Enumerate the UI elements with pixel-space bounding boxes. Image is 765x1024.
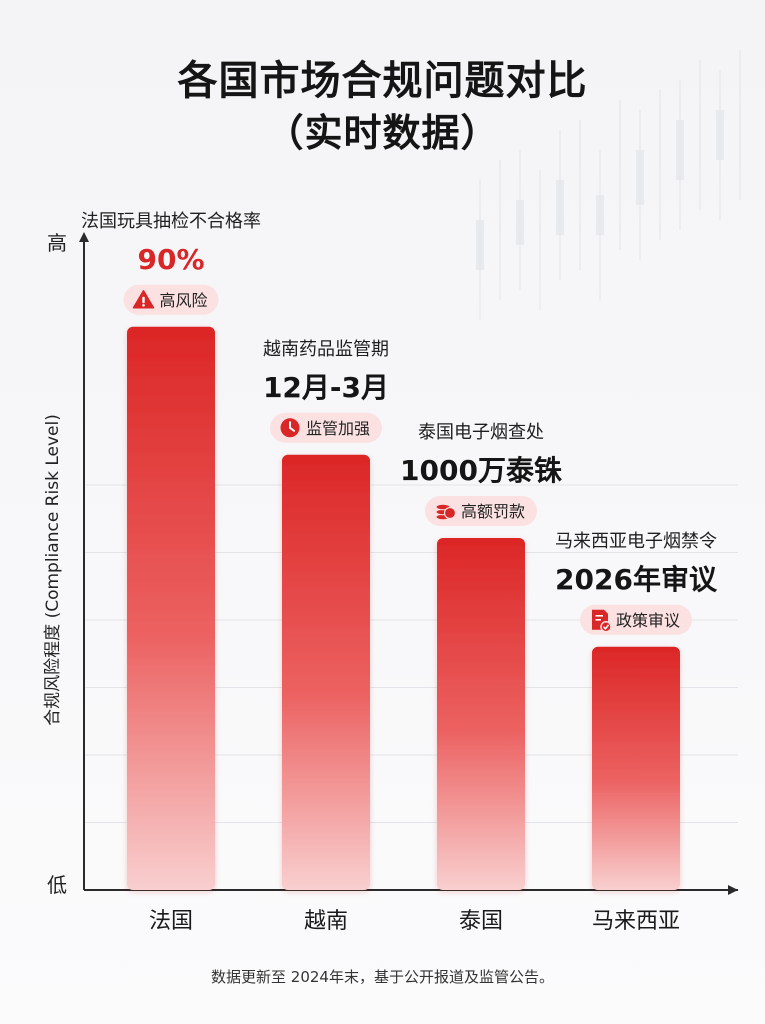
- y-axis-arrow: [79, 232, 89, 242]
- page-subtitle: （实时数据）: [265, 111, 500, 155]
- bar-thailand: [437, 538, 525, 890]
- annotation-value-vietnam: 12月-3月: [263, 371, 389, 404]
- x-tick-label-france: 法国: [149, 909, 193, 934]
- document-check-icon: [592, 609, 612, 633]
- annotation-value-france: 90%: [137, 243, 204, 276]
- badge-label-france: 高风险: [160, 291, 208, 310]
- badge-vietnam: [270, 412, 382, 443]
- badge-label-malaysia: 政策审议: [616, 611, 680, 630]
- x-axis-arrow: [728, 885, 738, 895]
- x-tick-label-vietnam: 越南: [304, 909, 348, 934]
- footer-note: 数据更新至 2024年末，基于公开报道及监管公告。: [211, 968, 554, 986]
- annotation-label-france: 法国玩具抽检不合格率: [81, 211, 261, 232]
- bar-vietnam: [282, 454, 370, 890]
- clock-icon: [280, 418, 300, 438]
- badge-label-vietnam: 监管加强: [306, 419, 370, 438]
- coins-icon: [435, 503, 457, 521]
- annotation-label-thailand: 泰国电子烟查处: [418, 422, 544, 443]
- badge-label-thailand: 高额罚款: [461, 502, 525, 521]
- annotation-value-malaysia: 2026年审议: [555, 563, 718, 596]
- badge-thailand: [425, 496, 537, 526]
- y-axis-label: 合规风险程度 (Compliance Risk Level): [43, 414, 63, 726]
- x-tick-label-thailand: 泰国: [459, 909, 503, 934]
- y-tick-low: 低: [47, 873, 67, 897]
- bar-france: [127, 326, 215, 890]
- page-title: 各国市场合规问题对比: [177, 58, 588, 104]
- annotation-label-malaysia: 马来西亚电子烟禁令: [555, 531, 717, 552]
- x-tick-label-malaysia: 马来西亚: [592, 909, 680, 934]
- annotation-label-vietnam: 越南药品监管期: [263, 339, 389, 360]
- y-tick-high: 高: [47, 231, 67, 255]
- annotation-value-thailand: 1000万泰铢: [400, 454, 562, 487]
- warning-icon: [132, 290, 155, 309]
- bar-malaysia: [592, 646, 680, 890]
